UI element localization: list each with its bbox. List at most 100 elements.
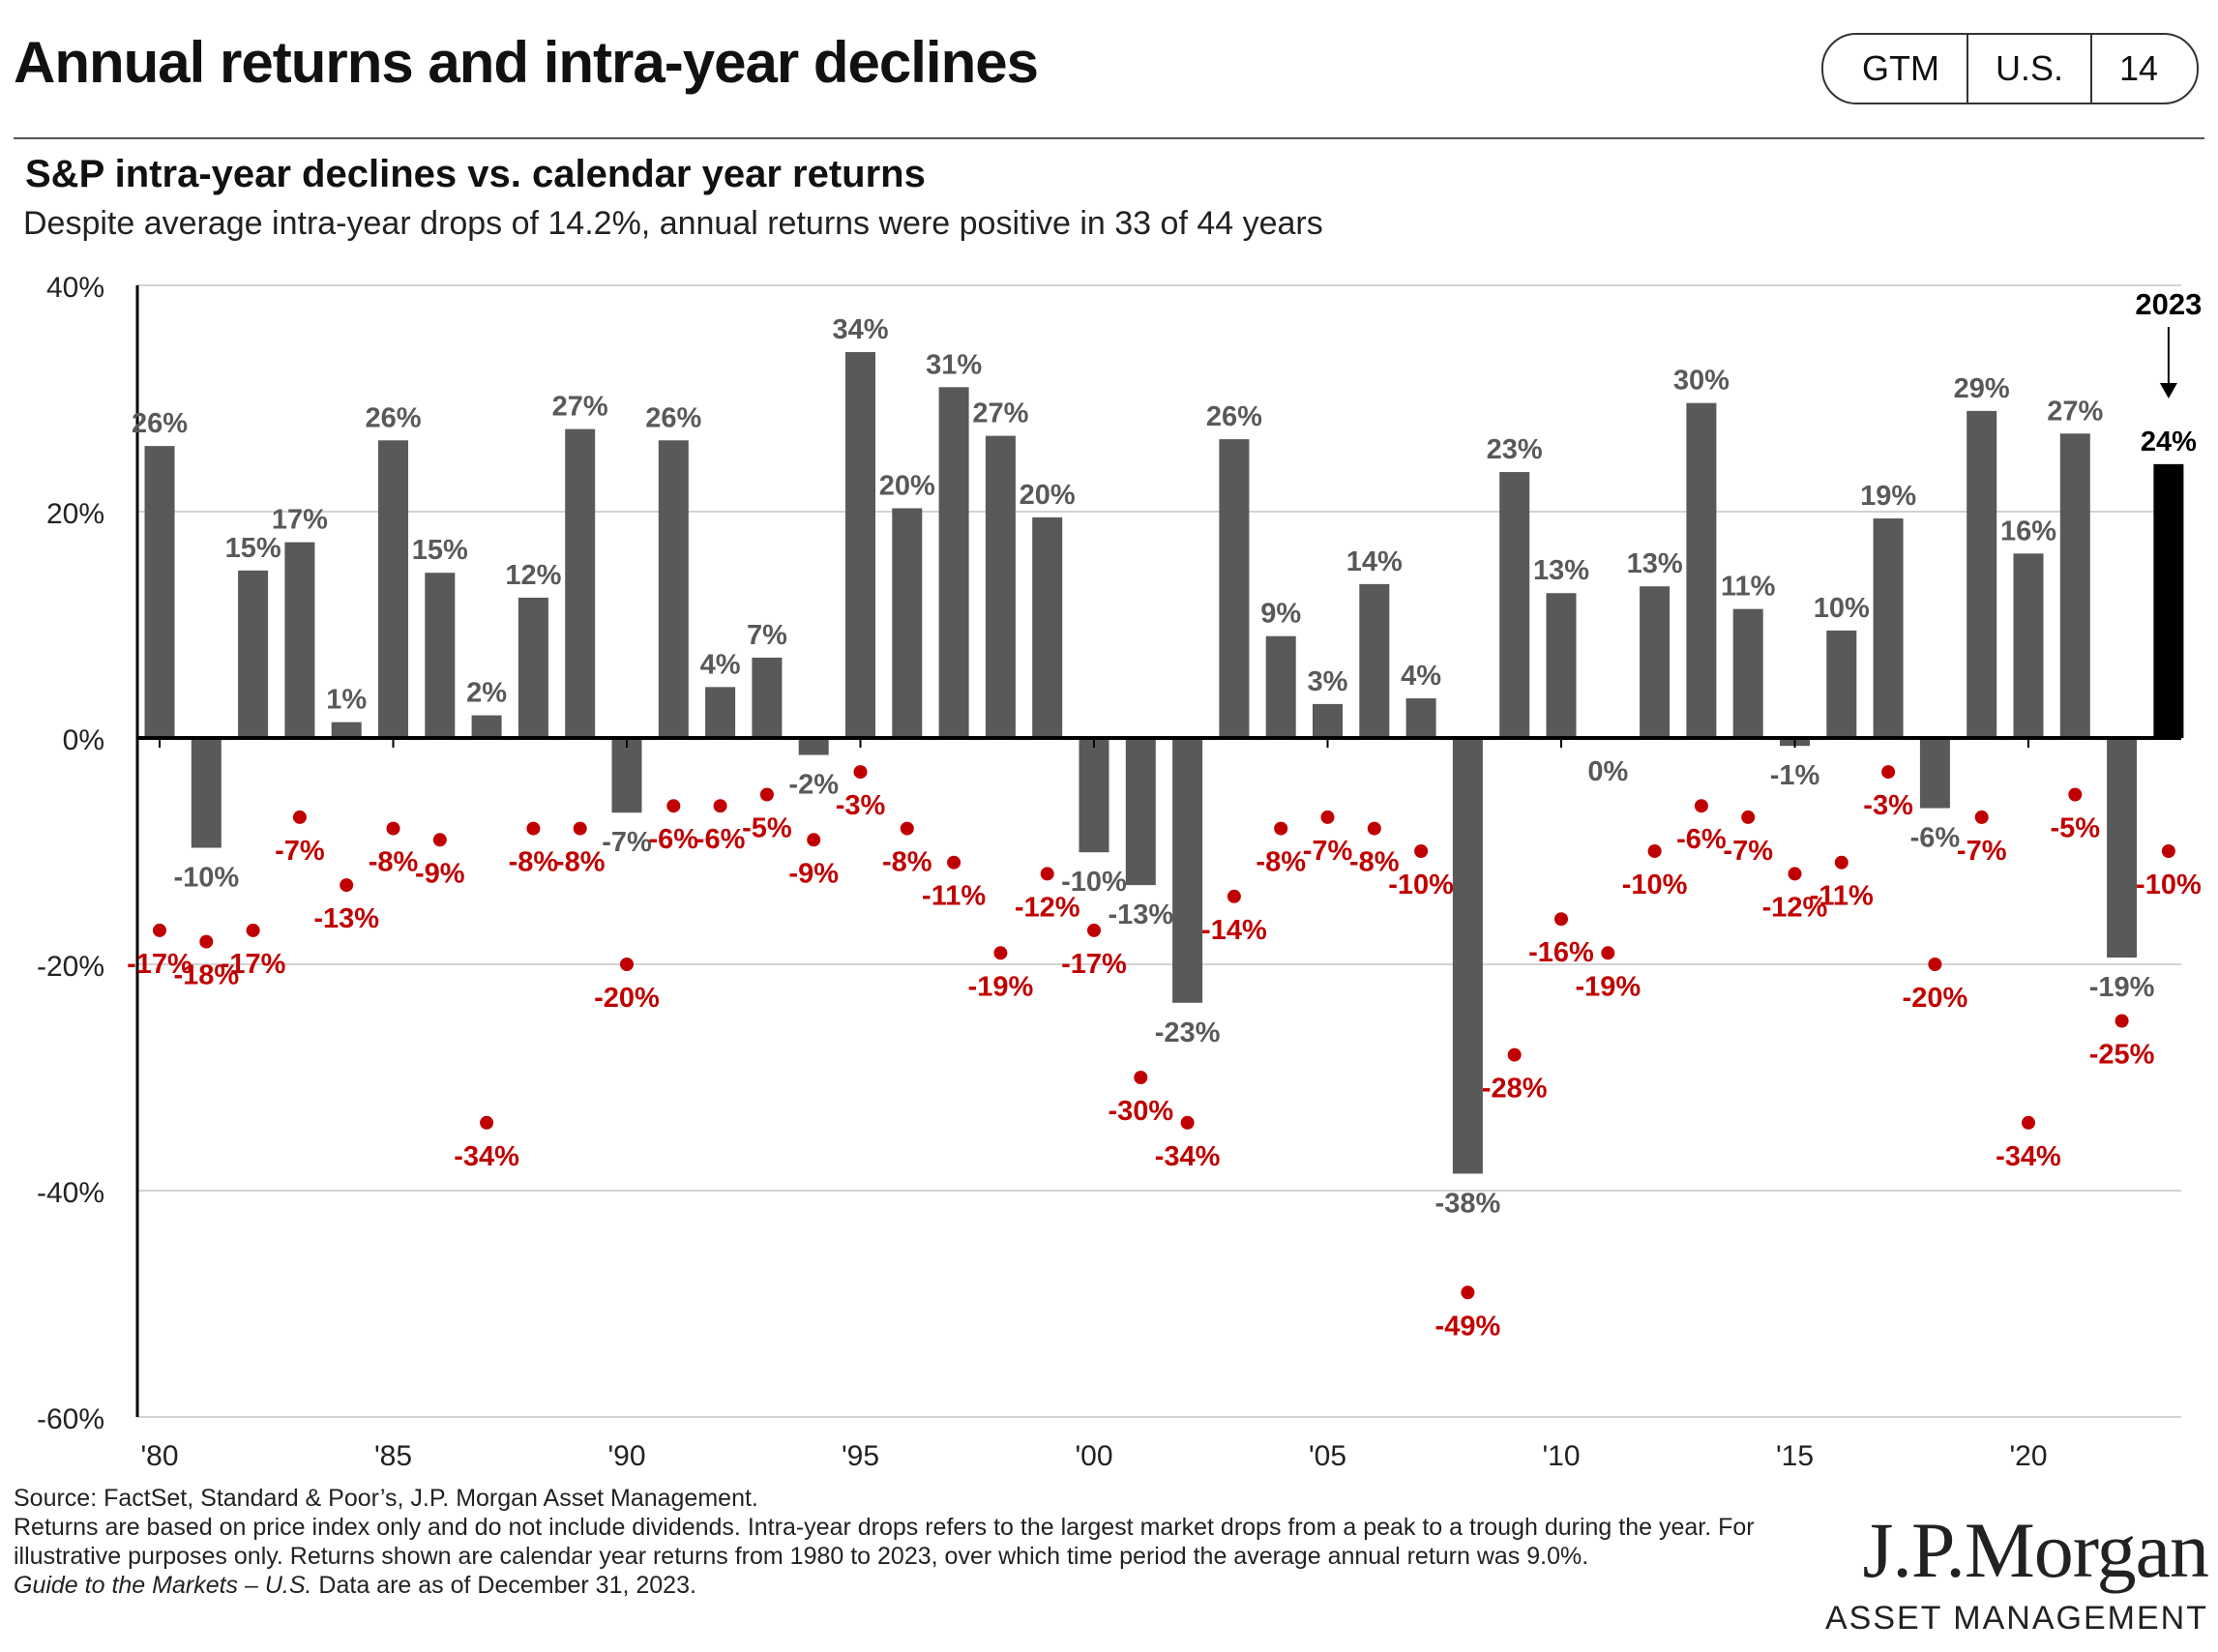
- decline-label: -10%: [1622, 870, 1688, 900]
- bar-label: 17%: [272, 505, 328, 536]
- decline-label: -10%: [1388, 870, 1454, 900]
- bar-1985: [378, 440, 408, 738]
- decline-dot: [807, 833, 821, 847]
- decline-dot: [947, 855, 961, 870]
- decline-dot: [759, 787, 774, 802]
- bar-label: 27%: [552, 392, 608, 423]
- decline-label: -12%: [1762, 892, 1828, 923]
- bar-2012: [1640, 586, 1671, 738]
- decline-dot: [340, 878, 354, 893]
- page-title: Annual returns and intra-year declines: [14, 30, 1039, 95]
- bar-label: 11%: [1721, 572, 1776, 603]
- bar-1986: [425, 573, 456, 738]
- highlight-arrow-head: [2159, 383, 2177, 398]
- bar-1990: [611, 738, 642, 813]
- footnotes: Source: FactSet, Standard & Poor’s, J.P.…: [14, 1484, 1822, 1600]
- bar-label: 29%: [1954, 373, 2010, 404]
- decline-label: -7%: [275, 836, 325, 867]
- x-tick-label: '00: [1075, 1440, 1112, 1472]
- bar-label: -19%: [2089, 972, 2155, 1003]
- decline-dot: [1461, 1285, 1475, 1300]
- x-tick-label: '90: [607, 1440, 645, 1472]
- decline-label: -17%: [221, 949, 286, 980]
- bar-label: -2%: [788, 770, 839, 801]
- decline-dot: [1928, 958, 1942, 971]
- decline-label: -11%: [1810, 881, 1874, 912]
- bar-label: -1%: [1770, 760, 1820, 791]
- decline-dot: [2161, 844, 2175, 858]
- decline-label: -5%: [2051, 813, 2101, 844]
- tab-page-number[interactable]: 14: [2089, 35, 2197, 103]
- bar-label: 26%: [365, 402, 421, 433]
- decline-dot: [2068, 787, 2083, 802]
- bar-label: 20%: [1020, 480, 1076, 511]
- guide-note: Guide to the Markets – U.S. Data are as …: [14, 1571, 1822, 1600]
- x-tick-label: '95: [842, 1440, 879, 1472]
- decline-label: -6%: [649, 824, 699, 855]
- bar-1984: [331, 722, 362, 738]
- header-divider: [14, 137, 2204, 139]
- decline-dot: [526, 821, 541, 836]
- decline-dot: [993, 946, 1008, 960]
- bar-1980: [144, 446, 175, 738]
- decline-label: -34%: [1155, 1141, 1221, 1172]
- highlight-year-label: 2023: [2135, 287, 2202, 321]
- decline-dot: [1601, 946, 1615, 960]
- chart-description: Despite average intra-year drops of 14.2…: [23, 205, 1323, 242]
- bar-2001: [1125, 738, 1156, 886]
- decline-label: -6%: [695, 824, 746, 855]
- bar-2021: [2059, 433, 2090, 738]
- bar-label: 12%: [505, 560, 561, 591]
- decline-dot: [1087, 923, 1101, 937]
- tab-gtm[interactable]: GTM: [1861, 48, 1939, 88]
- decline-label: -8%: [509, 847, 559, 878]
- tab-us[interactable]: U.S.: [1966, 35, 2090, 103]
- x-tick-label: '15: [1776, 1440, 1814, 1472]
- bar-label: 24%: [2141, 427, 2197, 457]
- decline-dot: [1694, 799, 1708, 813]
- bar-label: 16%: [2000, 516, 2056, 546]
- bar-2017: [1873, 518, 1904, 738]
- x-tick-label: '05: [1309, 1440, 1346, 1472]
- bar-label: 14%: [1346, 546, 1403, 577]
- decline-dot: [432, 833, 447, 847]
- decline-label: -7%: [1957, 836, 2007, 867]
- decline-dot: [1741, 810, 1756, 824]
- decline-label: -20%: [1903, 983, 1968, 1014]
- bar-label: 23%: [1487, 434, 1543, 465]
- x-tick-label: '10: [1542, 1440, 1580, 1472]
- bar-label: 1%: [326, 685, 367, 716]
- bar-label: 4%: [1401, 661, 1441, 692]
- decline-label: -3%: [1863, 790, 1913, 821]
- y-tick-label: -40%: [37, 1177, 104, 1209]
- bar-2013: [1686, 402, 1717, 738]
- decline-dot: [1274, 821, 1288, 836]
- bar-label: 13%: [1627, 548, 1683, 579]
- bar-1997: [938, 387, 969, 738]
- decline-label: -18%: [173, 960, 239, 991]
- x-tick-label: '85: [374, 1440, 412, 1472]
- bar-2008: [1452, 738, 1483, 1174]
- decline-dot: [1320, 810, 1335, 824]
- decline-dot: [199, 934, 214, 949]
- decline-dot: [573, 821, 587, 836]
- bar-1991: [658, 440, 689, 738]
- jpmorgan-logo: J.P.Morgan ASSET MANAGEMENT: [1825, 1507, 2209, 1637]
- bar-2022: [2107, 738, 2138, 958]
- bar-label: 31%: [926, 349, 982, 380]
- decline-label: -8%: [369, 847, 419, 878]
- bar-label: 2%: [466, 678, 507, 709]
- bar-label: 9%: [1260, 599, 1301, 630]
- decline-label: -25%: [2089, 1040, 2155, 1071]
- page-tabs: GTM U.S. 14: [1820, 33, 2199, 104]
- bar-2020: [2013, 553, 2044, 738]
- bar-2003: [1219, 439, 1250, 738]
- returns-chart: 40% 20% 0% -20% -40% -60% '80 '85 '90 '95 '00 '05 '1…: [37, 272, 2202, 1472]
- decline-dot: [1554, 912, 1568, 927]
- decline-label: -17%: [1061, 949, 1127, 980]
- chart-subtitle: S&P intra-year declines vs. calendar yea…: [25, 153, 926, 195]
- bar-label: -10%: [1061, 867, 1127, 898]
- decline-label: -8%: [1256, 847, 1306, 878]
- decline-label: -30%: [1108, 1096, 1173, 1127]
- decline-label: -19%: [968, 971, 1034, 1002]
